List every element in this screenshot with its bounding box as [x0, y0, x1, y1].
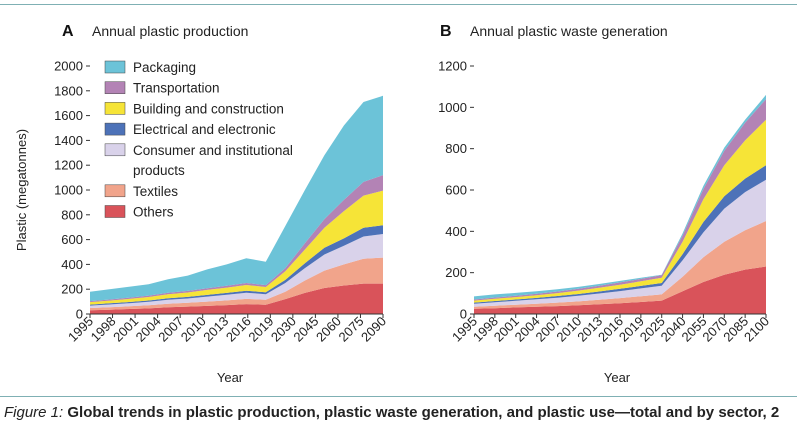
panel-a-xlabel: Year [217, 370, 244, 385]
panel-b-ytick-label: 200 [445, 265, 467, 280]
panel-a-ytick-label: 400 [61, 257, 83, 272]
panel-a-ytick-label: 1800 [54, 83, 83, 98]
panel-b-letter: B [440, 23, 452, 40]
caption-text: Global trends in plastic production, pla… [63, 404, 780, 421]
legend-swatch-transportation [104, 81, 126, 94]
bottom-rule [0, 396, 797, 397]
panel-a-area-textiles [90, 257, 383, 311]
legend-swatch-electrical-and-electronic [104, 122, 126, 136]
legend-label-consumer-and-institutional-products: Consumer and institutional products [133, 143, 293, 178]
panel-a: A Annual plastic production 0 200 400 600 80… [14, 23, 389, 385]
legend-label-building-and-construction: Building and construction [133, 101, 284, 116]
panel-b-xlabel: Year [604, 370, 631, 385]
panel-a-ytick-label: 1600 [54, 108, 83, 123]
legend-label-others: Others [133, 205, 174, 220]
top-rule [0, 4, 797, 5]
panel-a-ytick-label: 600 [61, 232, 83, 247]
panel-a-ylabel: Plastic (megatonnes) [14, 129, 29, 251]
panel-b-ytick-label: 0 [460, 307, 467, 322]
panel-a-ytick-label: 1400 [54, 133, 83, 148]
panel-a-ytick-label: 0 [76, 307, 83, 322]
panel-a-ytick-label: 1200 [54, 158, 83, 173]
panel-b-areas [474, 94, 766, 314]
legend: Packaging Transportation Building and cons… [104, 60, 293, 220]
panel-b-title: Annual plastic waste generation [470, 23, 668, 39]
panel-b-area-consumer-and-institutional-products [474, 179, 766, 307]
legend-swatch-packaging [104, 60, 126, 74]
legend-swatch-others [104, 205, 126, 218]
panel-b-ytick-label: 800 [445, 141, 467, 156]
panel-a-area-others [90, 283, 383, 314]
panel-a-area-electrical-and-electronic [90, 225, 383, 306]
panel-a-letter: A [62, 23, 74, 40]
legend-label-textiles: Textiles [133, 184, 178, 199]
figure-caption: Figure 1: Global trends in plastic produ… [4, 404, 797, 421]
legend-label-electrical-and-electronic: Electrical and electronic [133, 122, 276, 137]
panel-a-area-packaging [90, 95, 383, 302]
legend-label-packaging: Packaging [133, 60, 196, 75]
panel-a-ytick-label: 2000 [54, 59, 83, 74]
panel-a-area-building-and-construction [90, 190, 383, 305]
panel-b-area-textiles [474, 221, 766, 309]
panel-a-ytick-label: 1000 [54, 183, 83, 198]
panel-a-title: Annual plastic production [92, 23, 248, 39]
panel-b-ytick-label: 1000 [438, 100, 467, 115]
panel-a-ytick-label: 800 [61, 207, 83, 222]
panel-b: B Annual plastic waste generation 0 200 40… [438, 23, 772, 385]
panel-b-area-building-and-construction [474, 119, 766, 303]
panel-a-area-consumer-and-institutional-products [90, 234, 383, 308]
panel-b-area-others [474, 266, 766, 314]
panel-b-ytick-label: 600 [445, 183, 467, 198]
panel-a-xtick-label: 2090 [358, 314, 389, 345]
legend-swatch-consumer-and-institutional-products [104, 143, 126, 157]
caption-label: Figure 1: [4, 404, 64, 421]
panel-b-ytick-label: 400 [445, 224, 467, 239]
legend-swatch-textiles [104, 184, 126, 198]
legend-swatch-building-and-construction [104, 102, 126, 115]
panel-a-ytick-label: 200 [61, 282, 83, 297]
panel-b-ytick-label: 1200 [438, 59, 467, 74]
legend-label-transportation: Transportation [133, 81, 220, 96]
panel-a-areas [90, 95, 383, 314]
panel-b-xtick-label: 2100 [741, 314, 772, 345]
